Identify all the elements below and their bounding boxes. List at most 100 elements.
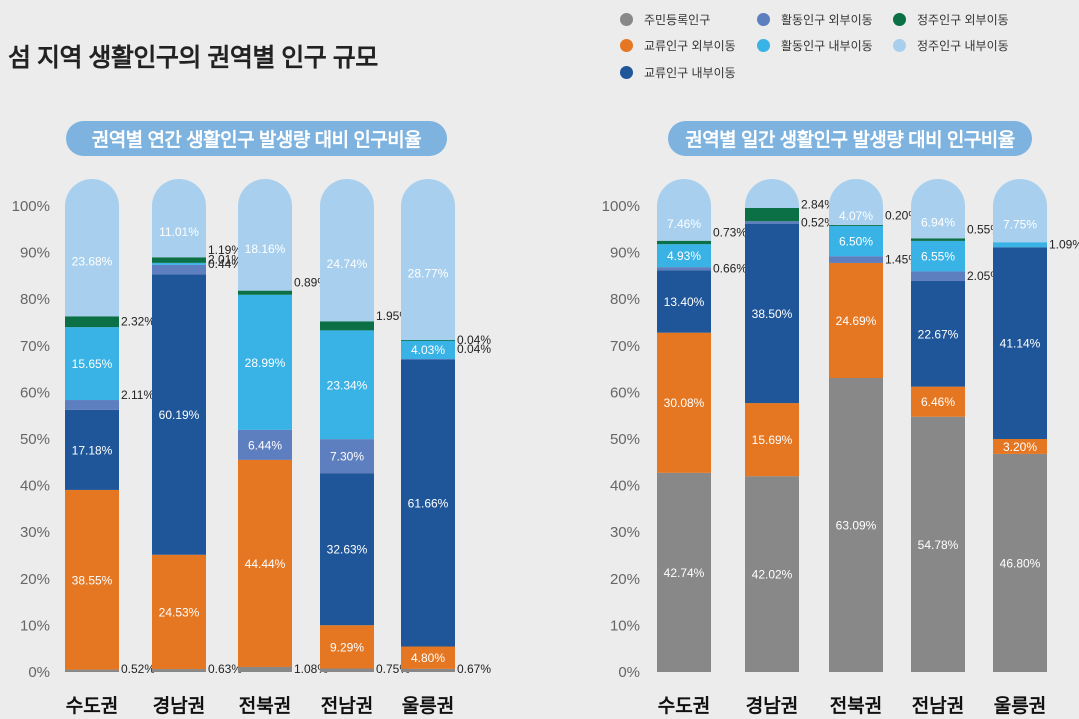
bar-segment — [401, 646, 455, 669]
bar-segment — [745, 403, 799, 477]
bar-segment — [911, 280, 965, 387]
bar-segment — [152, 669, 206, 672]
legend-item: 정주인구 외부이동 — [893, 11, 1009, 28]
bar-segment — [745, 223, 799, 404]
data-label: 32.63% — [327, 543, 368, 557]
legend-label: 정주인구 외부이동 — [917, 13, 1009, 27]
y-tick-label: 0% — [28, 664, 50, 681]
data-label-outside: 0.20% — [885, 208, 919, 222]
data-label: 4.93% — [667, 249, 701, 263]
chart-title-daily: 권역별 일간 생활인구 발생량 대비 인구비율 — [668, 121, 1032, 156]
bar-segment — [993, 242, 1047, 248]
y-tick-label: 80% — [20, 291, 50, 308]
bar-cap — [65, 179, 119, 210]
data-label: 11.01% — [159, 225, 199, 239]
bar-cap — [829, 179, 883, 210]
bar-segment — [65, 205, 119, 317]
bar-segment — [911, 206, 965, 239]
data-label: 6.44% — [248, 438, 282, 452]
bar-segment — [911, 386, 965, 417]
legend-item: 정주인구 내부이동 — [893, 37, 1009, 54]
bar-segment — [829, 224, 883, 226]
bar-segment — [65, 489, 119, 670]
chart-legend: 주민등록인구 활동인구 외부이동 정주인구 외부이동 교류인구 외부이동 활동인구 내부… — [620, 6, 1070, 86]
legend-item: 주민등록인구 — [620, 11, 710, 28]
data-label-outside: 2.32% — [121, 315, 155, 329]
data-label: 7.46% — [667, 217, 701, 231]
y-tick-label: 40% — [610, 478, 640, 495]
data-label-outside: 2.84% — [801, 198, 835, 212]
bar-segment — [829, 262, 883, 379]
data-label: 30.08% — [664, 396, 705, 410]
y-tick-label: 70% — [610, 338, 640, 355]
legend-label: 정주인구 내부이동 — [917, 39, 1009, 53]
data-label: 17.18% — [72, 443, 113, 457]
bar-segment — [829, 256, 883, 263]
y-tick-label: 60% — [610, 384, 640, 401]
bar-segment — [320, 439, 374, 474]
bar-segment — [401, 340, 455, 341]
bar-segment — [238, 429, 292, 460]
legend-item: 활동인구 외부이동 — [757, 11, 873, 28]
legend-label: 활동인구 내부이동 — [781, 39, 873, 53]
data-label: 6.94% — [921, 216, 955, 230]
bar-segment — [657, 206, 711, 241]
data-label-outside: 0.89% — [294, 276, 328, 290]
legend-swatch — [757, 13, 770, 26]
legend-label: 활동인구 외부이동 — [781, 13, 873, 27]
bar-segment — [238, 290, 292, 295]
data-label-outside: 2.01% — [208, 253, 242, 267]
bar-cap — [320, 179, 374, 210]
data-label: 4.80% — [411, 651, 445, 665]
bar-segment — [320, 330, 374, 440]
data-label: 60.19% — [159, 408, 200, 422]
bar-segment — [401, 359, 455, 647]
data-label: 7.30% — [330, 450, 364, 464]
bar-segment — [657, 240, 711, 245]
bar-segment — [401, 205, 455, 341]
legend-swatch — [620, 13, 633, 26]
data-label: 9.29% — [330, 640, 364, 654]
data-label: 28.99% — [245, 356, 286, 370]
page-title: 섬 지역 생활인구의 권역별 인구 규모 — [8, 44, 378, 72]
data-label-outside: 0.04% — [457, 342, 491, 356]
bar-segment — [657, 267, 711, 271]
data-label: 28.77% — [408, 266, 449, 280]
bar-segment — [993, 247, 1047, 439]
legend-item: 활동인구 내부이동 — [757, 37, 873, 54]
bar-segment — [320, 625, 374, 669]
bar-segment — [911, 240, 965, 272]
y-tick-label: 30% — [20, 524, 50, 541]
legend-swatch — [893, 13, 906, 26]
x-category-label: 전남권 — [321, 695, 373, 717]
legend-label: 주민등록인구 — [644, 13, 711, 27]
bar-segment — [320, 473, 374, 626]
data-label-outside: 0.52% — [801, 215, 835, 229]
legend-swatch — [757, 39, 770, 52]
x-category-label: 경남권 — [153, 695, 205, 717]
data-label: 41.14% — [1000, 337, 1041, 351]
data-label: 63.09% — [836, 519, 877, 533]
bar-segment — [993, 439, 1047, 454]
y-tick-label: 10% — [20, 617, 50, 634]
data-label: 13.40% — [664, 295, 705, 309]
data-label-outside: 0.52% — [121, 662, 155, 676]
bar-segment — [65, 669, 119, 672]
bar-segment — [401, 668, 455, 672]
x-category-label: 전남권 — [912, 695, 964, 717]
bar-segment — [65, 409, 119, 490]
data-label-outside: 1.09% — [1049, 238, 1079, 252]
data-label-outside: 0.55% — [967, 223, 1001, 237]
bar-segment — [657, 332, 711, 473]
data-label: 38.50% — [752, 307, 793, 321]
legend-swatch — [620, 39, 633, 52]
legend-swatch — [620, 66, 633, 79]
data-label-outside: 0.63% — [208, 662, 242, 676]
y-tick-label: 30% — [610, 524, 640, 541]
y-tick-label: 80% — [610, 291, 640, 308]
y-tick-label: 0% — [618, 664, 640, 681]
data-label-outside: 0.04% — [457, 333, 491, 347]
data-label: 61.66% — [408, 496, 449, 510]
bar-segment — [993, 453, 1047, 672]
